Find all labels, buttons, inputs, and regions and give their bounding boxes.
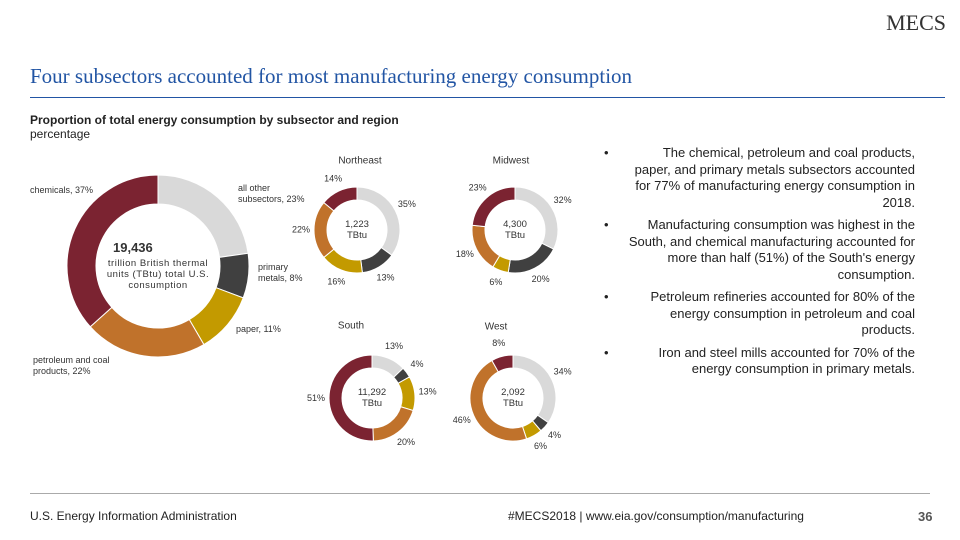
center-total: 1,223 TBtu <box>345 219 369 241</box>
title-rule <box>30 97 945 98</box>
bullet-item: • The chemical, petroleum and coal produc… <box>600 145 915 211</box>
slice-label: 22% <box>292 224 310 234</box>
donut-slice <box>491 354 514 373</box>
bullet-marker: • <box>604 344 609 360</box>
slice-label: 18% <box>456 249 474 259</box>
footer-link: #MECS2018 | www.eia.gov/consumption/manu… <box>508 509 804 523</box>
slice-label: 4% <box>548 430 561 440</box>
donut-slice <box>89 306 205 358</box>
slice-label: 32% <box>554 195 572 205</box>
slice-label: chemicals, 37% <box>30 185 94 195</box>
slice-label: 16% <box>327 276 345 286</box>
donut-slice <box>66 174 159 328</box>
slide-title: Four subsectors accounted for most manuf… <box>30 64 633 88</box>
region-title: Northeast <box>338 156 382 167</box>
region-title: Midwest <box>493 156 530 167</box>
slice-label: 34% <box>554 366 572 376</box>
center-total: 11,292 TBtu <box>357 387 387 409</box>
bullet-text: Iron and steel mills accounted for 70% o… <box>658 344 915 377</box>
unit-note: percentage <box>30 127 91 141</box>
slice-label: 6% <box>534 441 547 451</box>
slice-label: 35% <box>398 199 416 209</box>
page-number: 36 <box>918 509 933 524</box>
slice-label: 23% <box>469 183 487 193</box>
slice-label: 51% <box>307 393 325 403</box>
slice-label: 13% <box>376 273 394 283</box>
bullet-item: • Petroleum refineries accounted for 80% … <box>600 289 915 339</box>
chart-subtitle: Proportion of total energy consumption b… <box>30 113 399 127</box>
donut-slice <box>507 242 555 274</box>
region-title: South <box>338 321 364 332</box>
slice-label: 20% <box>532 274 550 284</box>
slice-label: 46% <box>453 415 471 425</box>
slice-label: 14% <box>324 174 342 184</box>
slice-label: 20% <box>397 437 415 447</box>
bullet-marker: • <box>604 145 609 160</box>
slice-label: 6% <box>489 277 502 287</box>
center-caption: trillion British thermal units (TBtu) to… <box>106 258 210 291</box>
center-total: 2,092 TBtu <box>501 387 525 409</box>
bullet-marker: • <box>604 217 609 232</box>
center-total: 19,436 <box>113 240 153 255</box>
slice-label: 13% <box>385 341 403 351</box>
slice-label: 4% <box>410 359 423 369</box>
region-title: West <box>485 322 508 333</box>
center-total: 4,300 TBtu <box>503 219 527 241</box>
slice-label: petroleum and coal products, 22% <box>33 355 110 376</box>
bullet-text: The chemical, petroleum and coal product… <box>634 145 915 210</box>
slice-label: 13% <box>419 386 437 396</box>
donut-slice <box>372 406 414 442</box>
bullet-marker: • <box>604 289 609 304</box>
bullet-list: • The chemical, petroleum and coal produc… <box>600 145 915 384</box>
center-box: 19,436 trillion British thermal units (TB… <box>93 240 223 291</box>
bullet-item: • Manufacturing consumption was highest i… <box>600 217 915 283</box>
footer-source: U.S. Energy Information Administration <box>30 509 237 523</box>
donut-slice <box>323 186 358 212</box>
donut-slice <box>313 201 335 259</box>
donut-slice <box>471 186 516 228</box>
slice-label: all other subsectors, 23% <box>238 183 305 204</box>
logo: MECS <box>886 10 946 35</box>
bullet-text: Petroleum refineries accounted for 80% o… <box>650 289 915 337</box>
donut-slice <box>360 246 393 274</box>
charts: 35% 13% 16% 22% 14% Northeast 32% 20% 6% 18% 23% Mi… <box>66 156 572 451</box>
donut-slice <box>328 354 374 442</box>
bullet-item: • Iron and steel mills accounted for 70% … <box>600 345 915 378</box>
slice-label: primary metals, 8% <box>258 262 303 283</box>
bullet-text: Manufacturing consumption was highest in… <box>628 217 915 282</box>
donut-slice <box>397 376 416 412</box>
slice-label: 8% <box>492 338 505 348</box>
footer-rule <box>30 493 930 494</box>
slice-label: paper, 11% <box>236 324 281 334</box>
